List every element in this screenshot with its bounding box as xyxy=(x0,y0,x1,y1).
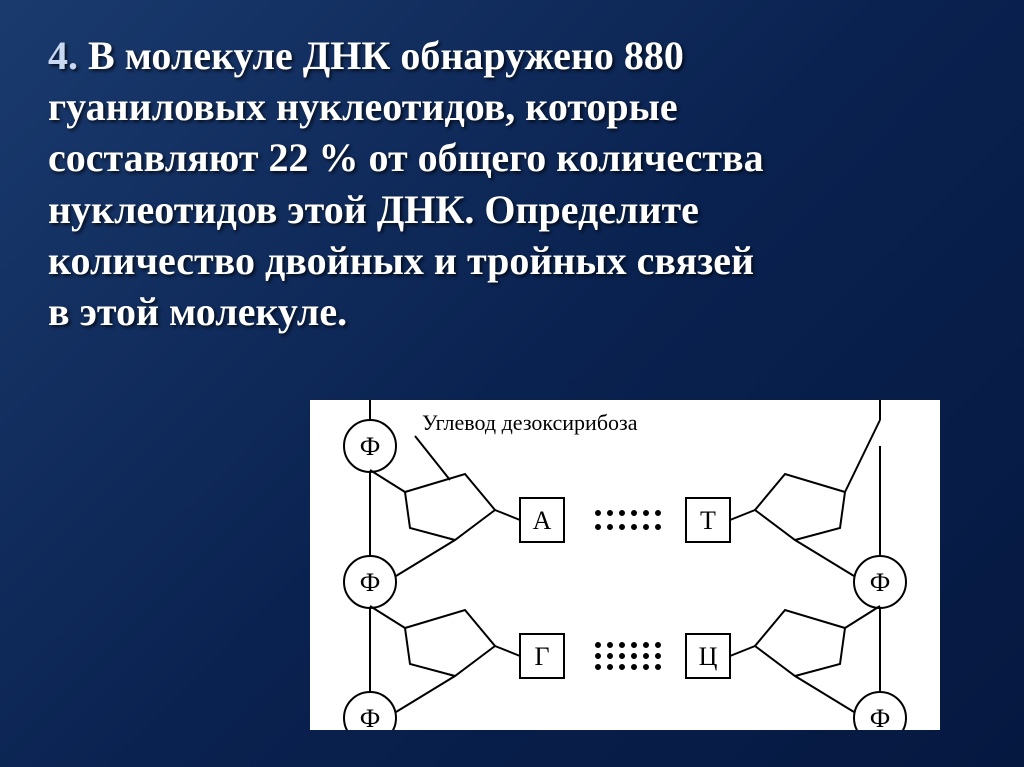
dna-diagram: Ф Ф Ф Ф Ф xyxy=(310,400,940,730)
bond-line xyxy=(370,606,405,628)
phosphate: Ф xyxy=(344,420,396,472)
phosphate: Ф xyxy=(344,556,396,608)
bond-line xyxy=(396,676,455,712)
base-T: Т xyxy=(700,506,716,535)
phosphate-label: Ф xyxy=(360,704,381,730)
problem-line-2: гуаниловых нуклеотидов, которые xyxy=(48,84,678,129)
callout-deoxyribose: Углевод дезоксирибоза xyxy=(422,410,638,435)
bond-line xyxy=(495,646,520,656)
problem-line-5: количество двойных и тройных связей xyxy=(48,238,754,283)
problem-text: 4. В молекуле ДНК обнаружено 880 гуанило… xyxy=(48,30,976,337)
base-A: А xyxy=(533,506,552,535)
bond-line xyxy=(396,540,455,576)
deoxyribose-sugar xyxy=(405,474,495,540)
bond-line xyxy=(730,510,755,520)
bond-line xyxy=(495,510,520,520)
problem-line-3: составляют 22 % от общего количества xyxy=(48,135,764,180)
bond-line xyxy=(370,470,405,492)
bond-line xyxy=(845,420,880,492)
dna-svg: Ф Ф Ф Ф Ф xyxy=(310,400,940,730)
phosphate: Ф xyxy=(854,692,906,730)
bond-line xyxy=(795,540,854,576)
deoxyribose-sugar xyxy=(755,474,845,540)
callout-line xyxy=(415,436,450,480)
deoxyribose-sugar xyxy=(755,610,845,676)
base-C: Ц xyxy=(699,642,718,671)
slide: 4. В молекуле ДНК обнаружено 880 гуанило… xyxy=(0,0,1024,767)
problem-line-1: В молекуле ДНК обнаружено 880 xyxy=(78,33,684,78)
bond-line xyxy=(795,676,854,712)
deoxyribose-sugar xyxy=(405,610,495,676)
phosphate: Ф xyxy=(854,556,906,608)
problem-line-4: нуклеотидов этой ДНК. Определите xyxy=(48,187,699,232)
bond-line xyxy=(730,646,755,656)
problem-line-6: в этой молекуле. xyxy=(48,289,347,334)
base-G: Г xyxy=(534,642,549,671)
problem-number: 4. xyxy=(48,33,78,78)
phosphate-label: Ф xyxy=(870,568,891,597)
phosphate-label: Ф xyxy=(870,704,891,730)
phosphate-label: Ф xyxy=(360,568,381,597)
phosphate-label: Ф xyxy=(360,432,381,461)
phosphate: Ф xyxy=(344,692,396,730)
bond-line xyxy=(845,606,880,628)
hydrogen-bonds-AT xyxy=(596,511,660,529)
hydrogen-bonds-GC xyxy=(596,643,660,669)
